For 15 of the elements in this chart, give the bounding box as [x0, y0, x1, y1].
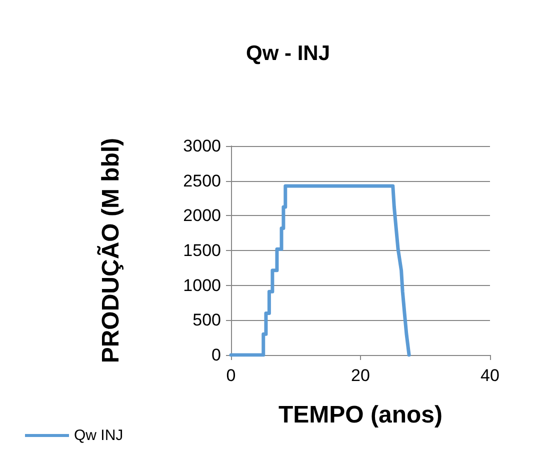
y-tick-label: 1500 [183, 241, 221, 260]
legend-label: Qw INJ [74, 427, 124, 444]
y-tick-label: 0 [212, 346, 221, 364]
x-tick-label: 0 [226, 366, 236, 385]
chart-title: Qw - INJ [246, 42, 330, 65]
y-tick-label: 500 [192, 310, 221, 330]
y-axis-title: PRODUÇÃO (M bbl) [96, 138, 124, 364]
x-axis-title: TEMPO (anos) [278, 402, 443, 428]
x-tick-label: 20 [351, 366, 370, 385]
line-series [229, 184, 411, 357]
y-tick-label: 2000 [183, 206, 221, 226]
y-tick-label: 3000 [183, 136, 221, 156]
y-tick-label: 1000 [183, 276, 221, 295]
y-tick-label: 2500 [183, 171, 221, 190]
x-tick-label: 40 [480, 366, 500, 385]
